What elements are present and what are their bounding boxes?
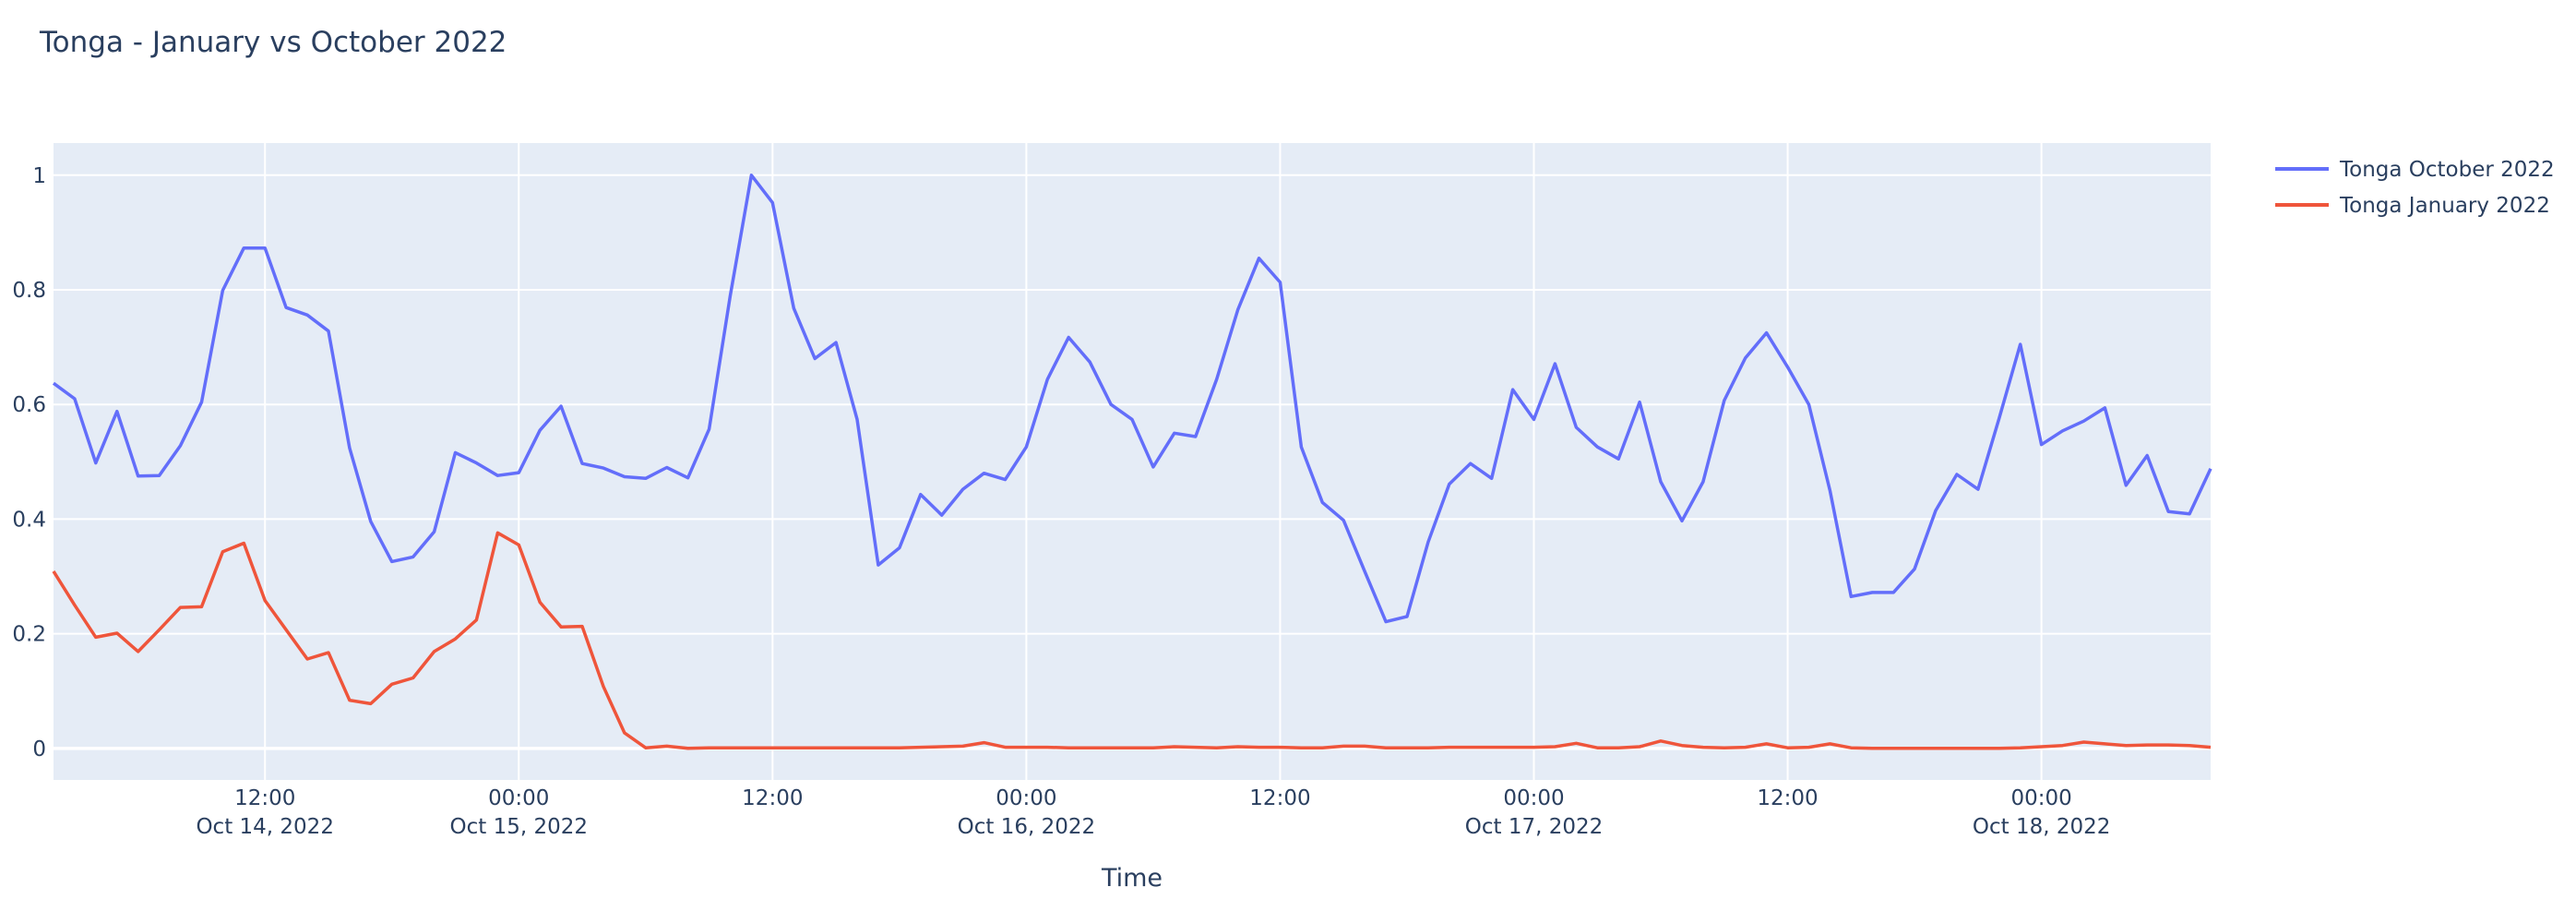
y-tick-label: 0 — [32, 737, 46, 761]
x-tick-label-date: Oct 17, 2022 — [1465, 815, 1604, 839]
x-tick-label-time: 12:00 — [1757, 786, 1818, 810]
series-line-tonga-october-2022[interactable] — [52, 174, 2212, 624]
x-tick-label-date: Oct 15, 2022 — [450, 815, 589, 839]
chart-title: Tonga - January vs October 2022 — [39, 26, 507, 59]
x-tick-label-time: 12:00 — [742, 786, 803, 810]
x-tick-label-time: 00:00 — [2010, 786, 2071, 810]
x-axis-ticks: 12:00 Oct 14, 2022 00:00 Oct 15, 2022 12:00 0… — [196, 786, 2110, 839]
series-line-tonga-january-2022[interactable] — [52, 531, 2212, 750]
y-tick-label: 0.8 — [12, 279, 46, 303]
legend-label: Tonga October 2022 — [2339, 158, 2555, 182]
x-axis-title: Time — [1101, 864, 1163, 893]
plot-area[interactable] — [54, 143, 2211, 780]
y-tick-label: 0.2 — [12, 623, 46, 647]
y-tick-label: 1 — [32, 164, 46, 188]
x-tick-label-date: Oct 18, 2022 — [1973, 815, 2111, 839]
gridlines — [54, 143, 2211, 780]
x-tick-label-time: 12:00 — [234, 786, 295, 810]
y-tick-label: 0.4 — [12, 508, 46, 532]
legend-item[interactable]: Tonga October 2022 — [2275, 158, 2555, 182]
legend: Tonga October 2022 Tonga January 2022 — [2275, 158, 2555, 218]
x-tick-label-time: 00:00 — [996, 786, 1056, 810]
x-tick-label-date: Oct 14, 2022 — [196, 815, 334, 839]
series-lines — [52, 174, 2212, 750]
y-axis-ticks: 0 0.2 0.4 0.6 0.8 1 — [12, 164, 46, 761]
x-tick-label-time: 12:00 — [1249, 786, 1310, 810]
x-tick-label-date: Oct 16, 2022 — [958, 815, 1096, 839]
y-tick-label: 0.6 — [12, 393, 46, 417]
legend-label: Tonga January 2022 — [2339, 194, 2550, 218]
x-tick-label-time: 00:00 — [1503, 786, 1564, 810]
x-tick-label-time: 00:00 — [488, 786, 549, 810]
legend-item[interactable]: Tonga January 2022 — [2275, 194, 2550, 218]
